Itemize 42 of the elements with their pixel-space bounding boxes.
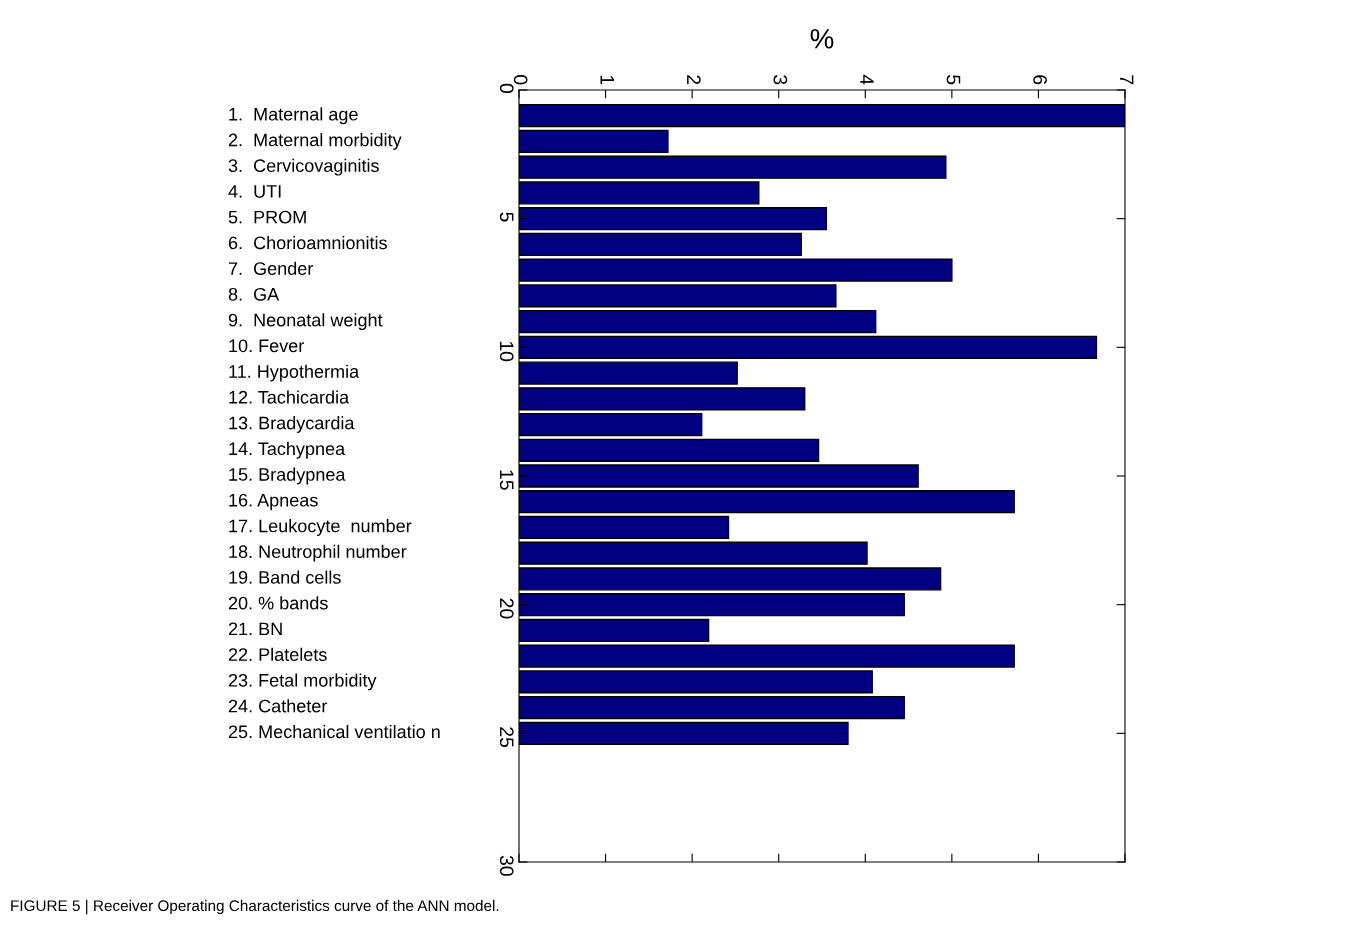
text: 6. Chorioamnionitis xyxy=(228,235,387,250)
text: 24. Catheter xyxy=(228,699,328,713)
text: 17. Leukocyte number xyxy=(229,519,412,536)
x-tick-label: 4 xyxy=(860,74,874,85)
y-tick-label: 15 xyxy=(499,470,514,490)
text: 10. Fever xyxy=(229,339,304,353)
y-tick-label: 25 xyxy=(499,727,514,748)
x-tick-label: 1 xyxy=(600,75,614,85)
text: 18. Neutrophil number xyxy=(229,544,407,562)
text: 23. Fetal morbidity xyxy=(228,673,377,691)
x-tick-label: 6 xyxy=(1033,75,1047,85)
text: 1. Maternal age xyxy=(229,107,358,125)
x-tick-label: 7 xyxy=(1119,75,1134,85)
text: 3. Cervicovaginitis xyxy=(228,158,379,176)
x-tick-label: 3 xyxy=(773,75,788,85)
x-tick-label: 0 xyxy=(513,75,528,85)
y-tick-label: 0 xyxy=(499,83,514,94)
text: 21. BN xyxy=(228,622,282,636)
text: 5. PROM xyxy=(228,210,306,224)
text: 13. Bradycardia xyxy=(229,416,355,433)
text: 25. Mechanical ventilatio n xyxy=(228,724,440,739)
caption: FIGURE 5 | Receiver Operating Characteristics curve of the ANN model. xyxy=(11,899,499,915)
text: 11. Hypothermia xyxy=(229,364,360,382)
y-tick-label: 30 xyxy=(499,855,514,876)
text: 2. Maternal morbidity xyxy=(228,133,402,150)
x-tick-label: 2 xyxy=(687,75,701,85)
text: 12. Tachicardia xyxy=(229,390,350,404)
text: 19. Band cells xyxy=(229,570,341,584)
x-tick-label: 5 xyxy=(946,75,961,85)
text: 14. Tachypnea xyxy=(229,441,346,459)
text: 7. Gender xyxy=(228,261,314,275)
y-tick-label: 10 xyxy=(499,341,514,362)
y-tick-label: 20 xyxy=(499,598,514,619)
text: 4. UTI xyxy=(228,185,281,198)
chart-title: % xyxy=(810,29,834,49)
text: 22. Platelets xyxy=(228,647,327,661)
text: 16. Apneas xyxy=(229,493,318,511)
text: 9. Neonatal weight xyxy=(228,313,383,331)
text: 8. GA xyxy=(228,287,280,301)
text: 15. Bradypnea xyxy=(229,467,346,485)
y-tick-label: 5 xyxy=(499,212,514,222)
text: 20. % bands xyxy=(228,596,328,610)
